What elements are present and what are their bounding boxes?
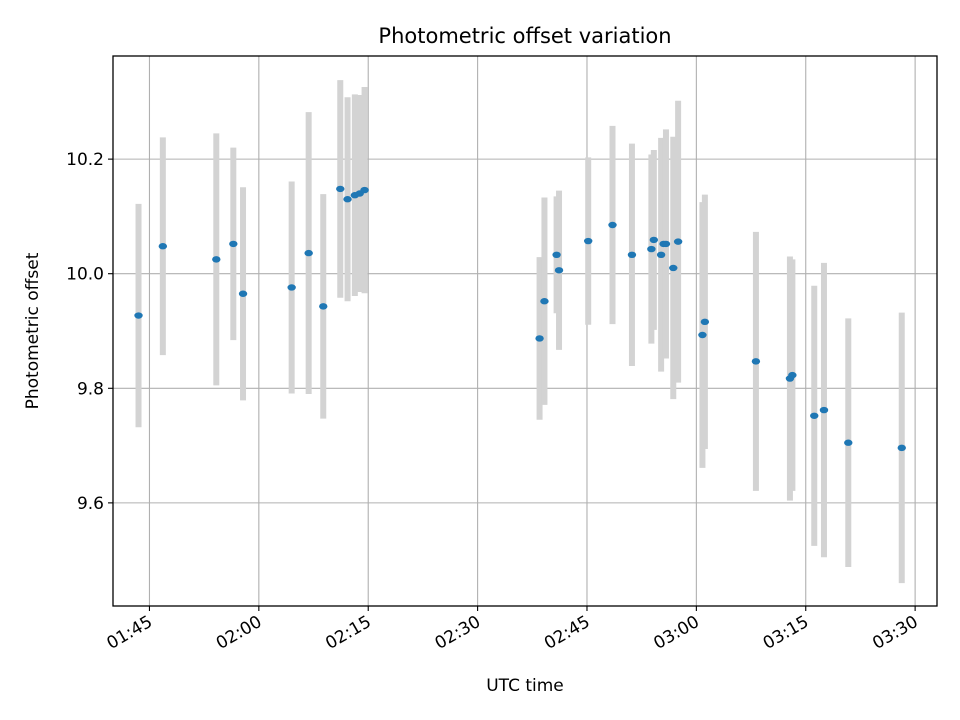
data-point (698, 331, 707, 339)
data-point (229, 240, 238, 248)
data-point (583, 237, 593, 245)
data-point (627, 251, 637, 259)
data-point (669, 264, 678, 272)
data-point (238, 290, 248, 297)
data-point (212, 256, 221, 263)
x-axis-title: UTC time (486, 676, 564, 696)
data-point (304, 249, 313, 257)
y-axis-ticks: 9.6 9.8 10.0 10.2 (66, 150, 113, 514)
data-point (319, 303, 328, 310)
data-point (661, 240, 671, 248)
data-point (158, 243, 168, 250)
y-tick-label: 9.6 (77, 494, 104, 514)
data-points (134, 185, 906, 452)
y-axis-title: Photometric offset (23, 252, 43, 409)
grid-lines (113, 56, 937, 606)
data-point (647, 245, 656, 253)
data-point (554, 267, 564, 274)
y-tick-label: 10.2 (66, 150, 104, 170)
plot-frame (112, 55, 938, 607)
data-point (336, 185, 345, 193)
data-point (700, 318, 710, 326)
data-point (788, 371, 797, 379)
data-point (552, 251, 561, 259)
y-tick-label: 10.0 (66, 265, 104, 285)
data-point (343, 196, 352, 203)
data-point (608, 221, 617, 229)
chart-title: Photometric offset variation (378, 24, 671, 48)
data-point (134, 312, 143, 319)
data-point (649, 236, 659, 244)
data-point (751, 358, 761, 365)
data-point (540, 298, 549, 305)
data-point (673, 238, 683, 245)
data-point (535, 335, 544, 342)
data-point (844, 439, 853, 446)
data-point (656, 251, 666, 259)
data-point (897, 444, 906, 452)
data-point (360, 186, 369, 194)
y-tick-label: 9.8 (77, 379, 104, 399)
data-point (819, 406, 829, 414)
data-point (287, 284, 296, 291)
data-point (810, 412, 819, 419)
